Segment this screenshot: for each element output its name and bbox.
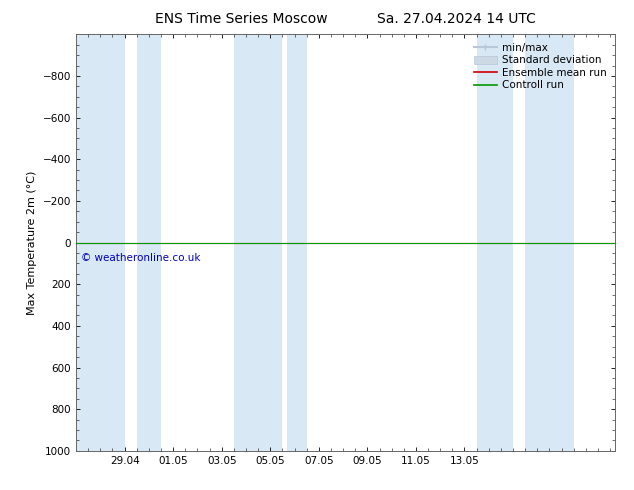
Y-axis label: Max Temperature 2m (°C): Max Temperature 2m (°C) (27, 171, 37, 315)
Bar (525, 34, 574, 451)
Legend: min/max, Standard deviation, Ensemble mean run, Controll run: min/max, Standard deviation, Ensemble me… (470, 40, 610, 94)
Bar (137, 34, 161, 451)
Bar (76, 34, 125, 451)
Text: ENS Time Series Moscow: ENS Time Series Moscow (155, 12, 327, 26)
Bar (287, 34, 307, 451)
Text: Sa. 27.04.2024 14 UTC: Sa. 27.04.2024 14 UTC (377, 12, 536, 26)
Bar (477, 34, 513, 451)
Bar (234, 34, 282, 451)
Text: © weatheronline.co.uk: © weatheronline.co.uk (81, 253, 200, 263)
